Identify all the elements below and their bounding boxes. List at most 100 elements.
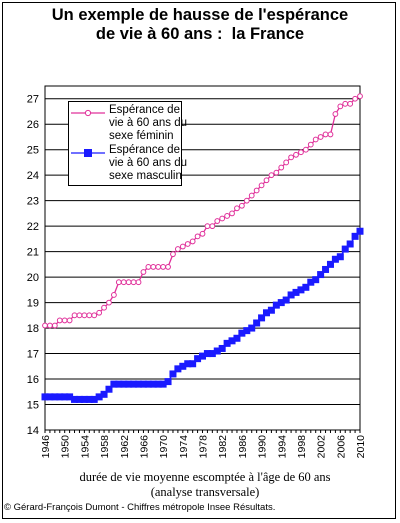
- male-data-point: [51, 393, 59, 401]
- male-data-point: [326, 260, 334, 268]
- female-data-point: [115, 279, 122, 286]
- legend-swatch-female: [71, 109, 105, 117]
- female-data-point: [165, 264, 171, 270]
- female-data-point: [179, 243, 186, 250]
- male-data-point: [267, 306, 275, 314]
- female-data-point: [327, 131, 334, 138]
- male-data-point: [307, 278, 315, 286]
- male-data-point: [66, 393, 74, 401]
- male-data-point: [213, 347, 221, 355]
- x-tick-label: 1970: [158, 435, 170, 459]
- female-data-point: [189, 238, 196, 245]
- female-data-point: [204, 223, 211, 230]
- female-data-point: [174, 246, 181, 252]
- y-tick-label: 20: [27, 272, 39, 284]
- y-tick-label: 23: [27, 196, 39, 208]
- male-data-point: [56, 393, 64, 401]
- male-data-point: [110, 380, 118, 388]
- caption-line-1: durée de vie moyenne escomptée à l'âge d…: [79, 470, 331, 484]
- male-data-point: [199, 352, 206, 360]
- legend-label-female-1: Espérance de: [109, 104, 180, 116]
- female-data-point: [248, 192, 255, 199]
- x-tick-label: 1958: [99, 435, 111, 459]
- male-data-point: [238, 329, 246, 337]
- female-data-point: [219, 215, 226, 222]
- female-data-point: [125, 279, 132, 286]
- male-data-point: [61, 393, 69, 401]
- x-tick-label: 1982: [217, 435, 229, 459]
- female-data-point: [66, 317, 73, 324]
- male-data-point: [85, 395, 93, 403]
- female-data-point: [106, 299, 112, 306]
- female-data-point: [140, 269, 147, 275]
- female-data-point: [76, 312, 83, 319]
- male-data-point: [184, 360, 192, 368]
- female-data-point: [150, 264, 157, 270]
- x-tick-label: 1974: [178, 435, 190, 459]
- male-data-point: [169, 370, 177, 378]
- male-data-point: [282, 296, 290, 304]
- y-tick-label: 15: [27, 400, 39, 412]
- male-data-point: [223, 339, 231, 347]
- female-data-point: [352, 95, 358, 102]
- male-data-point: [115, 380, 123, 388]
- female-data-point: [283, 159, 290, 166]
- male-data-point: [159, 380, 167, 388]
- female-data-point: [51, 322, 58, 329]
- male-data-point: [287, 291, 295, 299]
- female-data-point: [302, 146, 309, 153]
- female-data-point: [258, 182, 265, 189]
- chart-title: Un exemple de hausse de l'espérance de v…: [0, 6, 400, 44]
- male-data-point: [336, 253, 344, 261]
- y-tick-label: 27: [27, 94, 39, 106]
- y-tick-label: 26: [27, 119, 39, 131]
- y-tick-label: 22: [27, 221, 39, 233]
- legend-swatch-male: [71, 149, 105, 157]
- male-data-point: [149, 380, 157, 388]
- copyright-note: © Gérard-François Dumont - Chiffres métr…: [4, 502, 276, 513]
- female-data-point: [81, 312, 88, 319]
- female-data-point: [56, 317, 63, 324]
- male-data-point: [322, 265, 330, 273]
- male-data-point: [80, 395, 88, 403]
- female-data-point: [322, 131, 329, 138]
- male-data-point: [174, 365, 182, 373]
- caption-line-2: (analyse transversale): [150, 485, 260, 499]
- male-data-point: [41, 393, 49, 401]
- male-data-point: [125, 380, 133, 388]
- y-tick-label: 14: [27, 425, 39, 437]
- male-data-point: [277, 299, 285, 307]
- female-data-point: [234, 205, 240, 212]
- female-data-point: [130, 279, 137, 286]
- male-data-point: [331, 255, 339, 263]
- male-data-point: [71, 395, 79, 403]
- female-data-point: [273, 169, 280, 176]
- female-data-point: [337, 103, 344, 110]
- x-tick-label: 1998: [296, 435, 308, 459]
- male-data-point: [135, 380, 143, 388]
- female-data-point: [170, 251, 176, 258]
- male-data-point: [292, 288, 300, 296]
- male-data-point: [120, 380, 128, 388]
- female-data-point: [332, 111, 339, 117]
- legend-label-female-2: vie à 60 ans du: [109, 117, 188, 129]
- female-data-point: [120, 279, 127, 286]
- male-data-point: [139, 380, 147, 388]
- male-data-point: [203, 350, 211, 358]
- female-data-point: [317, 134, 324, 140]
- female-data-point: [312, 136, 319, 143]
- male-data-point: [233, 334, 241, 342]
- y-tick-label: 19: [27, 298, 39, 310]
- x-tick-label: 2002: [316, 435, 328, 459]
- female-data-point: [184, 241, 191, 247]
- x-tick-label: 1946: [40, 435, 52, 459]
- legend-label-male-2: vie à 60 ans du: [109, 157, 188, 169]
- male-data-point: [302, 283, 310, 291]
- x-tick-label: 1978: [198, 435, 210, 459]
- y-tick-label: 24: [27, 170, 39, 182]
- female-data-point: [298, 149, 304, 156]
- female-data-point: [47, 322, 53, 329]
- male-data-point: [179, 362, 187, 370]
- legend-label-male-3: sexe masculin: [109, 170, 182, 182]
